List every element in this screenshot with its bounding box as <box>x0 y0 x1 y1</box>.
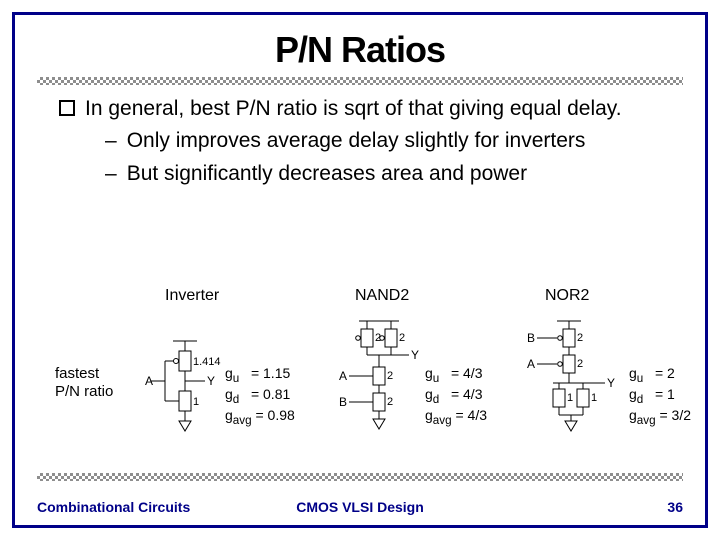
footer-left: Combinational Circuits <box>37 499 190 515</box>
page-title: P/N Ratios <box>15 15 705 77</box>
svg-text:1: 1 <box>193 396 199 408</box>
dash-icon: – <box>105 160 117 188</box>
bullet-sub-2: But significantly decreases area and pow… <box>127 160 527 188</box>
svg-text:1: 1 <box>591 392 597 404</box>
nor2-gvals: gu = 2 gd = 1 gavg = 3/2 <box>629 365 691 427</box>
bullet-sub-1: Only improves average delay slightly for… <box>127 127 586 155</box>
inverter-gvals: gu = 1.15 gd = 0.81 gavg = 0.98 <box>225 365 295 427</box>
svg-text:B: B <box>339 395 347 409</box>
diagram-area: Inverter NAND2 NOR2 fastest P/N ratio <box>55 287 665 457</box>
row-label: fastest P/N ratio <box>55 365 127 401</box>
svg-text:A: A <box>339 369 347 383</box>
footer-right: 36 <box>667 499 683 515</box>
svg-text:Y: Y <box>607 376 615 390</box>
svg-text:2: 2 <box>577 358 583 370</box>
bullet-content: In general, best P/N ratio is sqrt of th… <box>15 95 705 188</box>
svg-text:Y: Y <box>207 374 215 388</box>
row-label-line1: fastest <box>55 365 99 382</box>
svg-text:2: 2 <box>399 332 405 344</box>
header-inverter: Inverter <box>165 287 219 305</box>
svg-text:2: 2 <box>387 370 393 382</box>
svg-text:2: 2 <box>577 332 583 344</box>
svg-text:2: 2 <box>387 396 393 408</box>
divider-top <box>37 77 683 85</box>
svg-text:A: A <box>527 357 535 371</box>
row-label-line2: P/N ratio <box>55 383 113 400</box>
inverter-schematic: A Y 1.414 1 <box>145 335 225 450</box>
bullet-main: In general, best P/N ratio is sqrt of th… <box>85 95 622 123</box>
nand2-schematic: 2 2 2 2 A B Y <box>339 315 429 450</box>
svg-text:Y: Y <box>411 348 419 362</box>
dash-icon: – <box>105 127 117 155</box>
svg-text:2: 2 <box>375 332 381 344</box>
svg-text:1.414: 1.414 <box>193 356 221 368</box>
header-nand2: NAND2 <box>355 287 409 305</box>
svg-text:B: B <box>527 331 535 345</box>
svg-text:1: 1 <box>567 392 573 404</box>
nand2-gvals: gu = 4/3 gd = 4/3 gavg = 4/3 <box>425 365 487 427</box>
nor2-schematic: B A 2 2 1 1 Y <box>527 315 627 450</box>
svg-text:A: A <box>145 374 153 388</box>
header-nor2: NOR2 <box>545 287 589 305</box>
square-bullet-icon <box>59 100 75 116</box>
divider-bottom <box>37 473 683 481</box>
footer: Combinational Circuits CMOS VLSI Design … <box>37 499 683 515</box>
